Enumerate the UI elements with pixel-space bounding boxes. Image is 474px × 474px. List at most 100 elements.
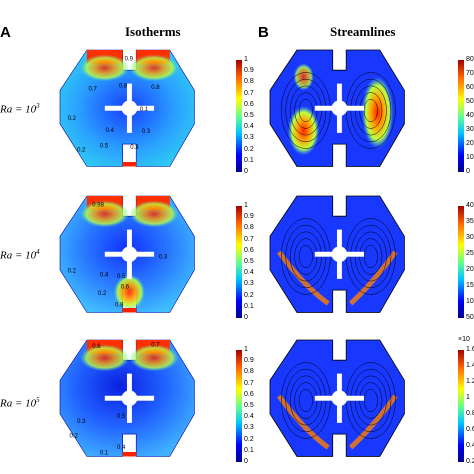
isotherm-panel-2-cross-hub [121, 246, 138, 263]
isotherm-label: 0.5 [117, 414, 126, 420]
streamline-colorbar-tick: 0 [466, 168, 470, 175]
isotherm-colorbar-tick: 0.6 [244, 246, 254, 254]
isotherm-label: 0.2 [98, 291, 107, 297]
isotherm-panel-3-plume-right [129, 344, 179, 372]
row-label-2: Ra = 104 [0, 248, 40, 262]
isotherm-panel-3-cross-hub [121, 390, 138, 407]
isotherm-colorbar-tick: 0.4 [244, 413, 254, 421]
row-label-1: Ra = 103 [0, 102, 40, 116]
streamline-panel-1-cross-hub [331, 100, 348, 117]
isotherm-colorbar-1 [236, 60, 242, 172]
isotherm-panel-1-hot-bottom [122, 162, 137, 167]
isotherm-label: 0.2 [68, 116, 77, 122]
streamline-colorbar-tick: 10 [466, 154, 474, 161]
streamline-colorbar-tick: 1.2 [466, 378, 474, 385]
row-label-3: Ra = 105 [0, 396, 40, 410]
streamline-colorbar-tick: 0.4 [466, 442, 474, 449]
isotherm-panel-1-plume-left [80, 54, 130, 82]
streamline-colorbar-tick: 1.4 [466, 362, 474, 369]
isotherm-panel-2-hot-bottom [122, 308, 137, 313]
isotherm-panel-2-plume-bottom [113, 274, 146, 311]
streamline-colorbar-tick: 0.6 [466, 426, 474, 433]
streamline-colorbar-tick: 20 [466, 140, 474, 147]
streamline-colorbar-tick: 70 [466, 70, 474, 77]
streamline-panel-3-jet-left [276, 394, 330, 450]
isotherm-label: 0.7 [89, 86, 98, 92]
streamline-colorbar-2 [458, 206, 464, 318]
isotherm-colorbar-tick: 0.2 [244, 145, 254, 153]
isotherm-colorbar-tick: 0 [244, 458, 248, 465]
isotherms-title: Isotherms [125, 24, 181, 39]
streamline-colorbar-tick: 250 [466, 250, 474, 257]
isotherm-colorbar-tick: 0.5 [244, 402, 254, 409]
streamline-colorbar-tick: 0.2 [466, 458, 474, 465]
isotherm-colorbar-tick: 0.8 [244, 224, 254, 232]
isotherm-label: 0.7 [151, 343, 160, 349]
isotherm-colorbar-tick: 0.7 [244, 379, 254, 387]
isotherm-label: 0.8 [119, 84, 128, 90]
streamline-colorbar-tick: 100 [466, 298, 474, 305]
isotherm-colorbar-tick: 0 [244, 314, 248, 321]
isotherm-colorbar-tick: 0.2 [244, 435, 254, 443]
isotherm-label: 0.3 [130, 145, 139, 151]
isotherm-label: 0.4 [117, 445, 126, 451]
isotherm-label: 0.4 [100, 273, 109, 279]
isotherm-colorbar-tick: 0.1 [244, 302, 254, 310]
isotherm-colorbar-tick: 0.5 [244, 258, 254, 265]
isotherm-colorbar-2 [236, 206, 242, 318]
streamline-panel-1-vortex-top [293, 63, 314, 91]
streamline-colorbar-tick: 0.8 [466, 410, 474, 417]
isotherm-colorbar-tick: 0.7 [244, 89, 254, 97]
isotherm-colorbar-tick: 0.2 [244, 291, 254, 299]
isotherm-colorbar-tick: 1 [244, 202, 248, 209]
isotherm-label: 0.4 [106, 128, 115, 134]
streamline-colorbar-tick: 50 [466, 98, 474, 105]
streamline-colorbar-tick: 40 [466, 112, 474, 119]
isotherm-panel-3-hot-bottom [122, 452, 137, 457]
isotherm-label: 0.3 [159, 254, 168, 260]
isotherm-colorbar-tick: 0.9 [244, 357, 254, 365]
isotherm-label: 0.5 [100, 144, 109, 150]
streamline-colorbar-tick: 60 [466, 84, 474, 91]
isotherm-panel-1-cross-hub [121, 100, 138, 117]
streamline-colorbar-1 [458, 60, 464, 172]
isotherm-label: 0.9 [125, 56, 134, 62]
isotherm-colorbar-tick: 0.3 [244, 280, 254, 288]
isotherm-colorbar-tick: 0.6 [244, 100, 254, 108]
isotherm-colorbar-tick: 0.5 [244, 112, 254, 119]
isotherm-label: 0.6 [121, 284, 130, 290]
isotherm-label: 0.8 [115, 303, 124, 309]
isotherm-panel-3-plume-left [80, 344, 130, 372]
streamline-panel-2-cross-hub [331, 246, 348, 263]
isotherm-label: 0.2 [68, 269, 77, 275]
streamline-left [298, 99, 313, 122]
isotherm-colorbar-tick: 0.9 [244, 67, 254, 75]
isotherm-panel-2-plume-right [129, 200, 179, 228]
isotherm-label: 0.2 [77, 147, 86, 153]
isotherm-colorbar-tick: 1 [244, 346, 248, 353]
isotherm-colorbar-tick: 0.7 [244, 235, 254, 243]
isotherm-label: 0.2 [70, 434, 79, 440]
streamline-colorbar-tick: 150 [466, 282, 474, 289]
isotherm-label: 0.5 [117, 274, 126, 280]
streamline-panel-2-jet-left [276, 250, 330, 306]
streamline-left [298, 389, 313, 412]
streamline-colorbar-multiplier: ×10 [458, 336, 470, 343]
isotherm-label: 0.6 [92, 344, 101, 350]
streamline-colorbar-tick: 1 [466, 394, 470, 401]
streamline-colorbar-tick: 50 [466, 314, 474, 321]
panel-letter-a: A [0, 24, 11, 41]
isotherm-colorbar-tick: 0.1 [244, 446, 254, 454]
isotherm-colorbar-tick: 0.4 [244, 269, 254, 277]
panel-letter-b: B [258, 24, 269, 41]
streamline-colorbar-3 [458, 350, 464, 462]
streamlines-title: Streamlines [330, 24, 396, 39]
isotherm-label: 0.3 [77, 419, 86, 425]
streamline-colorbar-tick: 200 [466, 266, 474, 273]
isotherm-colorbar-tick: 0.8 [244, 368, 254, 376]
isotherm-colorbar-tick: 0.4 [244, 123, 254, 131]
isotherm-panel-2-plume-left [80, 200, 130, 228]
isotherm-label: 0.8 [151, 85, 160, 91]
isotherm-colorbar-3 [236, 350, 242, 462]
